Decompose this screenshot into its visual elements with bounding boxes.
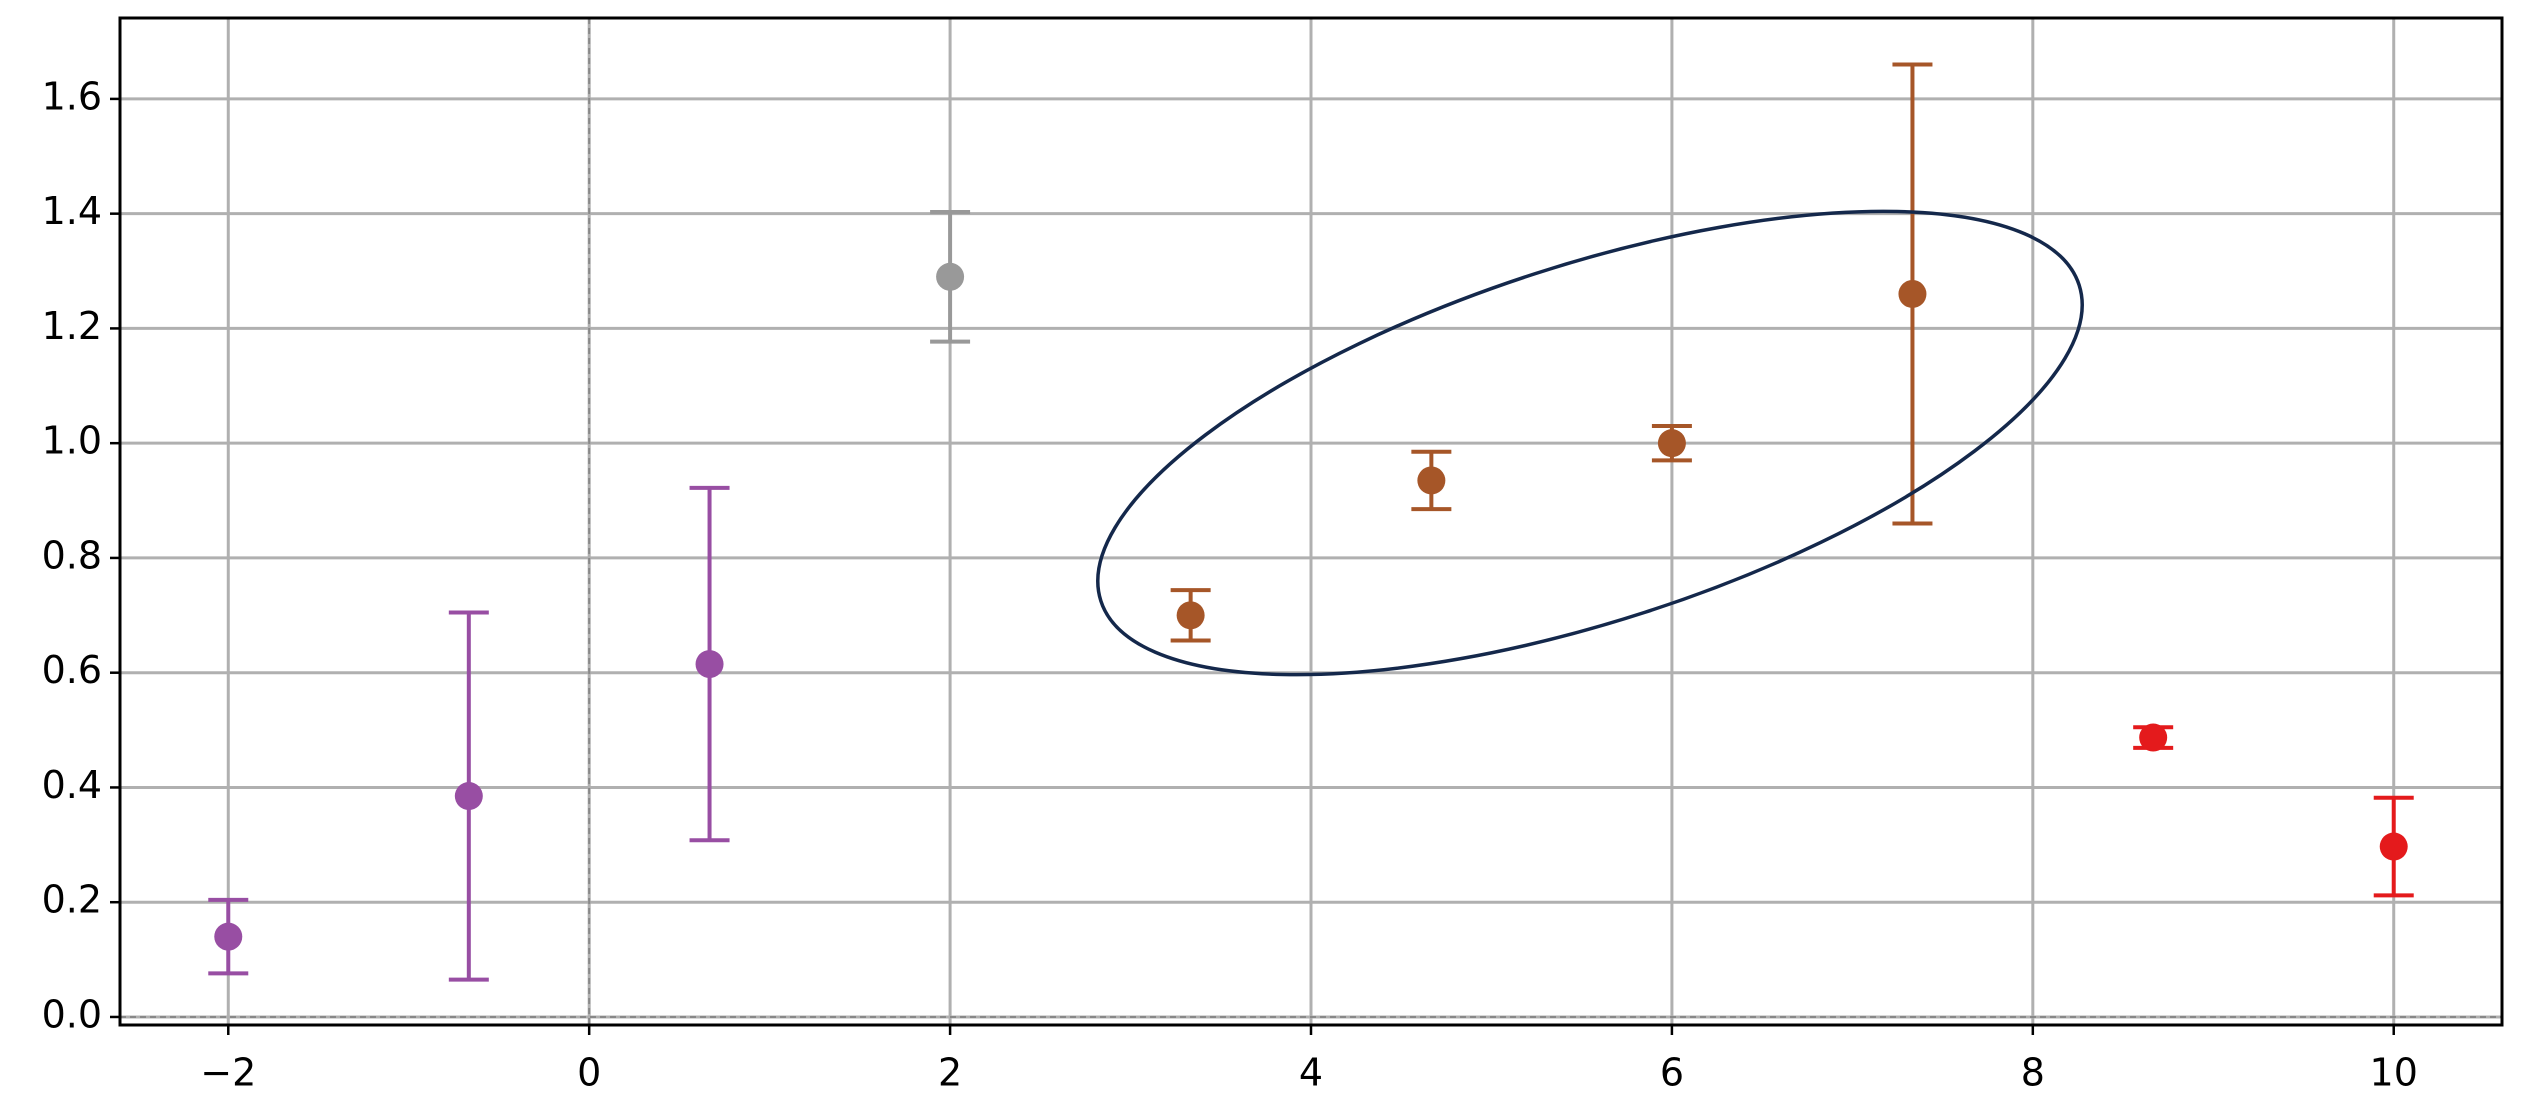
marks <box>208 62 2414 982</box>
y-tick-label: 0.8 <box>42 533 102 577</box>
point <box>1657 429 1686 458</box>
point <box>936 262 965 291</box>
y-tick-label: 1.6 <box>42 74 102 118</box>
y-tick-label: 1.2 <box>42 304 102 348</box>
y-tick-label: 1.4 <box>42 189 102 233</box>
x-tick-label: 4 <box>1299 1051 1323 1095</box>
point <box>695 650 724 679</box>
confidence-ellipse <box>1096 209 2084 677</box>
y-tick-label: 0.4 <box>42 763 102 807</box>
x-tick-label: 6 <box>1660 1051 1684 1095</box>
x-tick-label: 8 <box>2021 1051 2045 1095</box>
point <box>2139 723 2168 752</box>
point <box>1417 466 1446 495</box>
y-tick-label: 0.2 <box>42 878 102 922</box>
y-tick-label: 0.0 <box>42 992 102 1036</box>
point <box>1176 601 1205 630</box>
x-tick-label: 2 <box>938 1051 962 1095</box>
point <box>2379 832 2408 861</box>
x-tick-label: −2 <box>200 1051 256 1095</box>
y-tick-label: 0.6 <box>42 648 102 692</box>
point <box>214 922 243 951</box>
point <box>1898 279 1927 308</box>
point <box>454 782 483 811</box>
x-tick-label: 10 <box>2370 1051 2418 1095</box>
grid <box>120 18 2502 1025</box>
x-tick-label: 0 <box>577 1051 601 1095</box>
y-tick-label: 1.0 <box>42 419 102 463</box>
